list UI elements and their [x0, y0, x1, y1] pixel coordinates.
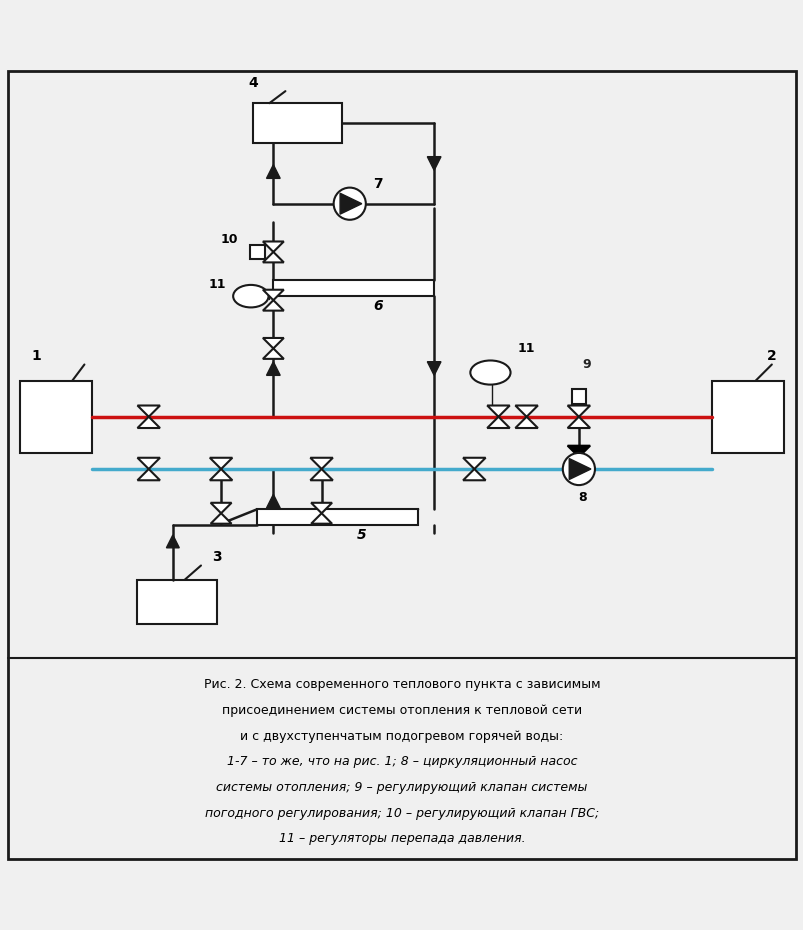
Bar [20, 380, 92, 453]
Text: 11: 11 [208, 277, 226, 290]
Bar [137, 579, 217, 624]
Polygon shape [137, 417, 160, 428]
Text: 2: 2 [766, 350, 776, 364]
Text: 8: 8 [578, 491, 586, 504]
Polygon shape [263, 290, 283, 300]
Polygon shape [267, 362, 280, 376]
Text: 10: 10 [220, 233, 238, 246]
Polygon shape [137, 469, 160, 480]
Polygon shape [487, 405, 509, 417]
Bar [711, 380, 783, 453]
Polygon shape [263, 338, 283, 349]
Polygon shape [515, 405, 537, 417]
Polygon shape [340, 193, 361, 214]
Polygon shape [263, 300, 283, 311]
Polygon shape [210, 458, 232, 469]
Ellipse shape [470, 361, 510, 385]
Polygon shape [210, 469, 232, 480]
Text: 6: 6 [373, 299, 382, 312]
Polygon shape [137, 458, 160, 469]
Text: 5: 5 [357, 528, 366, 542]
Polygon shape [311, 513, 332, 524]
Polygon shape [463, 458, 485, 469]
Polygon shape [463, 469, 485, 480]
Polygon shape [263, 252, 283, 262]
Bar [253, 103, 341, 143]
Polygon shape [427, 156, 441, 170]
Polygon shape [267, 495, 280, 508]
Bar [257, 510, 418, 525]
Polygon shape [311, 503, 332, 513]
Text: присоединением системы отопления к тепловой сети: присоединением системы отопления к тепло… [222, 704, 581, 717]
Polygon shape [310, 458, 332, 469]
Polygon shape [515, 417, 537, 428]
Text: 1-7 – то же, что на рис. 1; 8 – циркуляционный насос: 1-7 – то же, что на рис. 1; 8 – циркуляц… [226, 755, 577, 768]
Polygon shape [567, 445, 589, 457]
Text: и с двухступенчатым подогревом горячей воды:: и с двухступенчатым подогревом горячей в… [240, 729, 563, 742]
Text: погодного регулирования; 10 – регулирующий клапан ГВС;: погодного регулирования; 10 – регулирующ… [205, 806, 598, 819]
Text: 7: 7 [373, 177, 382, 191]
Circle shape [333, 188, 365, 219]
Bar [571, 390, 585, 404]
Text: 11 – регуляторы перепада давления.: 11 – регуляторы перепада давления. [279, 832, 524, 845]
Ellipse shape [233, 285, 268, 308]
Polygon shape [166, 535, 179, 548]
Polygon shape [567, 457, 589, 468]
Text: 1: 1 [31, 350, 41, 364]
Polygon shape [569, 458, 590, 480]
Polygon shape [427, 362, 441, 376]
Polygon shape [487, 417, 509, 428]
Text: Рис. 2. Схема современного теплового пункта с зависимым: Рис. 2. Схема современного теплового пун… [203, 678, 600, 691]
Text: 9: 9 [582, 358, 590, 371]
Text: системы отопления; 9 – регулирующий клапан системы: системы отопления; 9 – регулирующий клап… [216, 781, 587, 794]
Polygon shape [210, 503, 231, 513]
Text: 4: 4 [248, 76, 258, 90]
Text: 11: 11 [517, 342, 535, 355]
Polygon shape [567, 405, 589, 417]
Text: 3: 3 [212, 551, 222, 565]
Polygon shape [263, 242, 283, 252]
Bar [273, 280, 434, 296]
Polygon shape [267, 165, 280, 179]
Bar [250, 245, 264, 259]
Polygon shape [310, 469, 332, 480]
Circle shape [562, 453, 594, 485]
Polygon shape [210, 513, 231, 524]
Polygon shape [137, 405, 160, 417]
Polygon shape [263, 349, 283, 359]
Polygon shape [567, 417, 589, 428]
